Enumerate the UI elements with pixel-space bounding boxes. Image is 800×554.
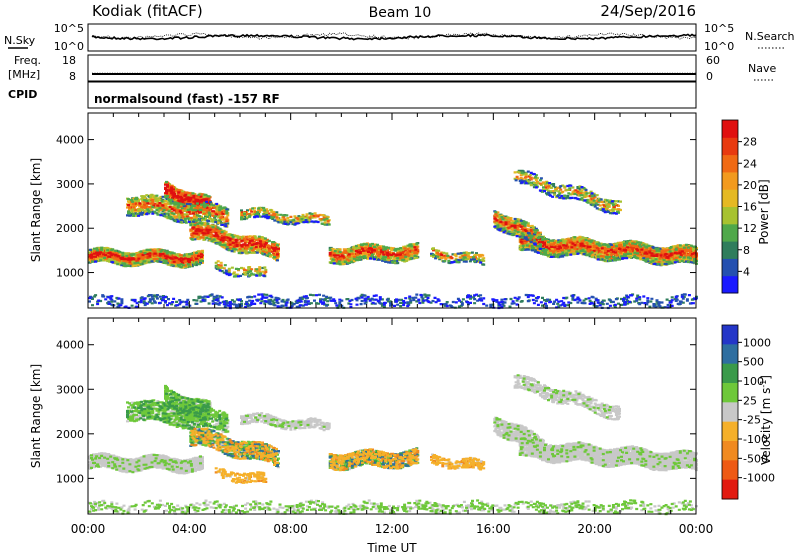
colorbar-swatch	[722, 189, 738, 207]
velocity-y-axis-label: Slant Range [km]	[29, 364, 43, 468]
y-tick-label: 3000	[56, 383, 84, 396]
cpid-panel: CPID normalsound (fast) -157 RF	[8, 81, 697, 109]
colorbar-swatch	[722, 344, 738, 365]
y-tick-label: 4000	[56, 134, 84, 147]
colorbar-tick-label: 8	[743, 244, 750, 257]
cpid-panel-frame	[87, 81, 697, 109]
freq-left-tick-bottom: 8	[69, 70, 76, 83]
velocity-panel: 1000 2000 3000 4000 00:00 04:00 08:00 12:00 16:…	[29, 317, 775, 554]
x-tick-label: 00:00	[71, 522, 106, 536]
colorbar-swatch	[722, 363, 738, 384]
colorbar-swatch	[722, 402, 738, 423]
echo-cells	[88, 170, 698, 310]
freq-right-tick-bottom: 0	[706, 70, 713, 83]
x-tick-label: 12:00	[375, 522, 410, 536]
freq-left-tick-top: 18	[62, 54, 76, 67]
colorbar-frame	[721, 324, 739, 500]
colorbar-tick-label: -25	[743, 414, 761, 427]
colorbar-swatch	[722, 120, 738, 138]
noise-right-tick-bottom: 10^0	[704, 40, 734, 53]
velocity-y-ticks: 1000 2000 3000 4000	[56, 339, 696, 485]
colorbar-tick-label: -1000	[743, 472, 775, 485]
noise-left-tick-top: 10^5	[54, 22, 84, 35]
colorbar-swatch	[722, 275, 738, 294]
power-x-ticks	[87, 113, 697, 308]
velocity-colorbar: 1000 500 100 25 -25 -100 -500 -1000	[721, 324, 775, 500]
noise-panel-frame	[87, 23, 697, 52]
noise-sky-line	[91, 33, 697, 41]
x-tick-label: 20:00	[577, 522, 612, 536]
echo-cells	[89, 183, 696, 264]
y-tick-label: 1000	[56, 267, 84, 280]
colorbar-swatch	[722, 258, 738, 277]
velocity-data	[88, 374, 698, 516]
freq-panel: Freq. [MHz] 18 8 60 0 Nave	[8, 54, 776, 83]
echo-cells	[88, 374, 698, 515]
power-y-ticks: 1000 2000 3000 4000	[56, 134, 696, 280]
colorbar-swatch	[722, 383, 738, 403]
power-data	[88, 169, 698, 310]
noise-left-label: N.Sky	[4, 34, 36, 47]
power-y-axis-label: Slant Range [km]	[29, 158, 43, 262]
y-tick-label: 2000	[56, 222, 84, 235]
colorbar-swatch	[722, 460, 738, 481]
date-title: 24/Sep/2016	[600, 2, 696, 20]
colorbar-swatch	[722, 154, 738, 173]
colorbar-tick-label: -100	[743, 433, 768, 446]
colorbar-swatch	[722, 441, 738, 461]
y-tick-label: 1000	[56, 472, 84, 485]
colorbar-tick-label: 25	[743, 394, 757, 407]
power-colorbar: 4 8 12 16 20 24 28	[721, 119, 757, 294]
colorbar-swatch	[722, 171, 738, 190]
beam-title: Beam 10	[369, 5, 432, 21]
nave-label: Nave	[748, 62, 776, 75]
noise-panel: N.Sky 10^5 10^0 10^5 10^0 N.Search	[4, 22, 795, 53]
y-tick-label: 2000	[56, 428, 84, 441]
noise-left-tick-bottom: 10^0	[54, 40, 84, 53]
freq-left-label-1: Freq.	[14, 54, 41, 67]
freq-panel-frame	[87, 54, 697, 82]
echo-cells	[190, 427, 484, 484]
noise-right-label: N.Search	[745, 30, 795, 43]
colorbar-tick-label: 100	[743, 375, 764, 388]
power-panel: 1000 2000 3000 4000 Slant Range [km] 4 8 12 16…	[29, 112, 771, 310]
echo-cells	[91, 171, 698, 278]
echo-cells	[126, 391, 419, 471]
colorbar-swatch	[722, 241, 738, 259]
x-tick-label: 00:00	[679, 522, 714, 536]
noise-search-line	[91, 32, 697, 40]
echo-cells	[89, 175, 697, 273]
freq-left-label-2: [MHz]	[8, 68, 40, 81]
x-tick-label: 16:00	[476, 522, 511, 536]
noise-right-tick-top: 10^5	[704, 22, 734, 35]
freq-right-tick-top: 60	[706, 54, 720, 67]
station-title: Kodiak (fitACF)	[92, 2, 203, 20]
colorbar-swatch	[722, 325, 738, 345]
x-tick-label: 04:00	[172, 522, 207, 536]
colorbar-tick-label: 1000	[743, 336, 771, 349]
colorbar-swatch	[722, 223, 738, 242]
colorbar-swatch	[722, 137, 738, 156]
colorbar-tick-label: 500	[743, 356, 764, 369]
x-axis-label: Time UT	[366, 541, 417, 554]
velocity-colorbar-label: Velocity [m s-1]	[759, 375, 774, 465]
colorbar-tick-label: 20	[743, 179, 757, 192]
velocity-x-ticks: 00:00 04:00 08:00 12:00 16:00 20:00 00:00	[71, 318, 714, 536]
y-tick-label: 3000	[56, 178, 84, 191]
y-tick-label: 4000	[56, 339, 84, 352]
colorbar-tick-label: 4	[743, 265, 750, 278]
colorbar-swatch	[722, 479, 738, 500]
colorbar-tick-label: 16	[743, 201, 757, 214]
colorbar-swatch	[722, 206, 738, 225]
x-tick-label: 08:00	[273, 522, 308, 536]
colorbar-tick-label: 28	[743, 136, 757, 149]
colorbar-tick-label: -500	[743, 452, 768, 465]
colorbar-tick-label: 12	[743, 222, 757, 235]
colorbar-swatch	[722, 421, 738, 442]
power-colorbar-label: Power [dB]	[757, 179, 771, 244]
cpid-text: normalsound (fast) -157 RF	[94, 92, 280, 106]
colorbar-tick-label: 24	[743, 157, 757, 170]
cpid-label: CPID	[8, 88, 37, 101]
